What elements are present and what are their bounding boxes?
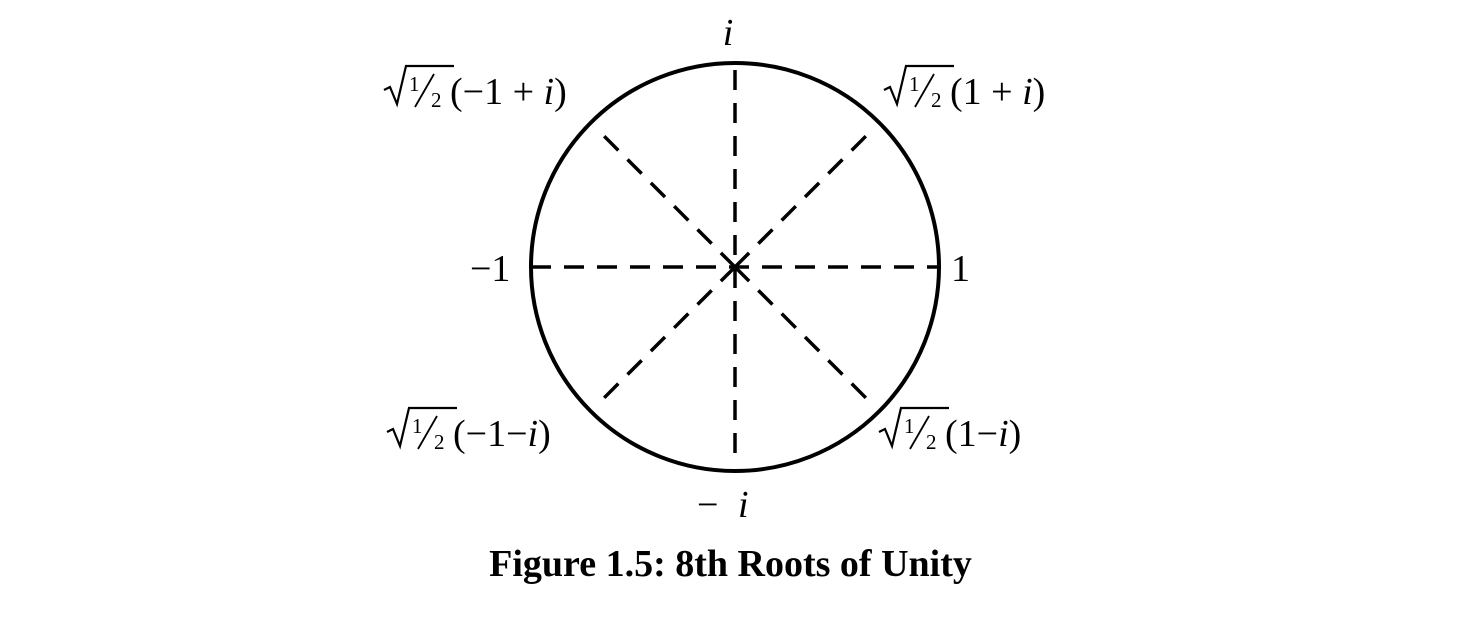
radical-sign — [383, 64, 454, 108]
root-expression-part: (1− — [945, 413, 998, 455]
fraction-numerator: 1 — [409, 72, 420, 96]
fraction-denominator: 2 — [931, 88, 942, 112]
spoke-diagonal-up-right — [733, 126, 876, 269]
fraction-denominator: 2 — [926, 430, 937, 454]
root-expression: (1 + i) — [950, 71, 1045, 113]
figure-caption: Figure 1.5: 8th Roots of Unity — [489, 543, 972, 585]
root-label-upper-left: 12 (−1 + i) — [383, 64, 567, 113]
fraction-numerator: 1 — [412, 414, 423, 438]
root-expression-part: (−1 + — [450, 71, 544, 113]
label-bottom-i: i — [738, 484, 749, 526]
root-expression-part: i — [1022, 71, 1033, 113]
radical-sign — [878, 406, 949, 450]
root-expression-part: ) — [1033, 71, 1046, 113]
root-expression-part: ) — [538, 413, 551, 455]
root-expression-part: (−1− — [453, 413, 528, 455]
root-expression-part: (1 + — [950, 71, 1022, 113]
root-expression-part: i — [528, 413, 539, 455]
fraction-slash — [914, 73, 935, 108]
root-expression-part: ) — [554, 71, 567, 113]
label-bottom-minus-i: − i — [697, 484, 749, 526]
spoke-diagonal-up-left — [594, 126, 737, 269]
root-expression-part: i — [998, 413, 1009, 455]
radical-sign — [883, 64, 954, 108]
label-right-one: 1 — [951, 248, 970, 290]
fraction-numerator: 1 — [904, 414, 915, 438]
unit-circle-diagram: i 1 −1 − i 12 (−1 + i) 12 (1 + i) 12 (−1−i)… — [383, 12, 1045, 526]
root-expression-part: ) — [1009, 413, 1022, 455]
label-bottom-minus-sign: − — [697, 484, 718, 526]
label-top-i: i — [723, 12, 734, 54]
fraction-slash — [909, 415, 930, 450]
label-left-minus-one: −1 — [470, 248, 510, 290]
spoke-diagonal-down-right — [733, 265, 876, 408]
root-expression: (1−i) — [945, 413, 1021, 455]
spoke-diagonal-down-left — [594, 265, 737, 408]
fraction-denominator: 2 — [434, 430, 445, 454]
fraction-slash — [414, 73, 435, 108]
root-expression-part: i — [544, 71, 555, 113]
spokes — [531, 70, 939, 466]
root-label-lower-right: 12 (1−i) — [878, 406, 1021, 455]
root-expression: (−1 + i) — [450, 71, 567, 113]
fraction-slash — [417, 415, 438, 450]
root-label-upper-right: 12 (1 + i) — [883, 64, 1045, 113]
fraction-denominator: 2 — [431, 88, 442, 112]
root-expression: (−1−i) — [453, 413, 551, 455]
root-label-lower-left: 12 (−1−i) — [386, 406, 551, 455]
fraction-numerator: 1 — [909, 72, 920, 96]
radical-sign — [386, 406, 457, 450]
